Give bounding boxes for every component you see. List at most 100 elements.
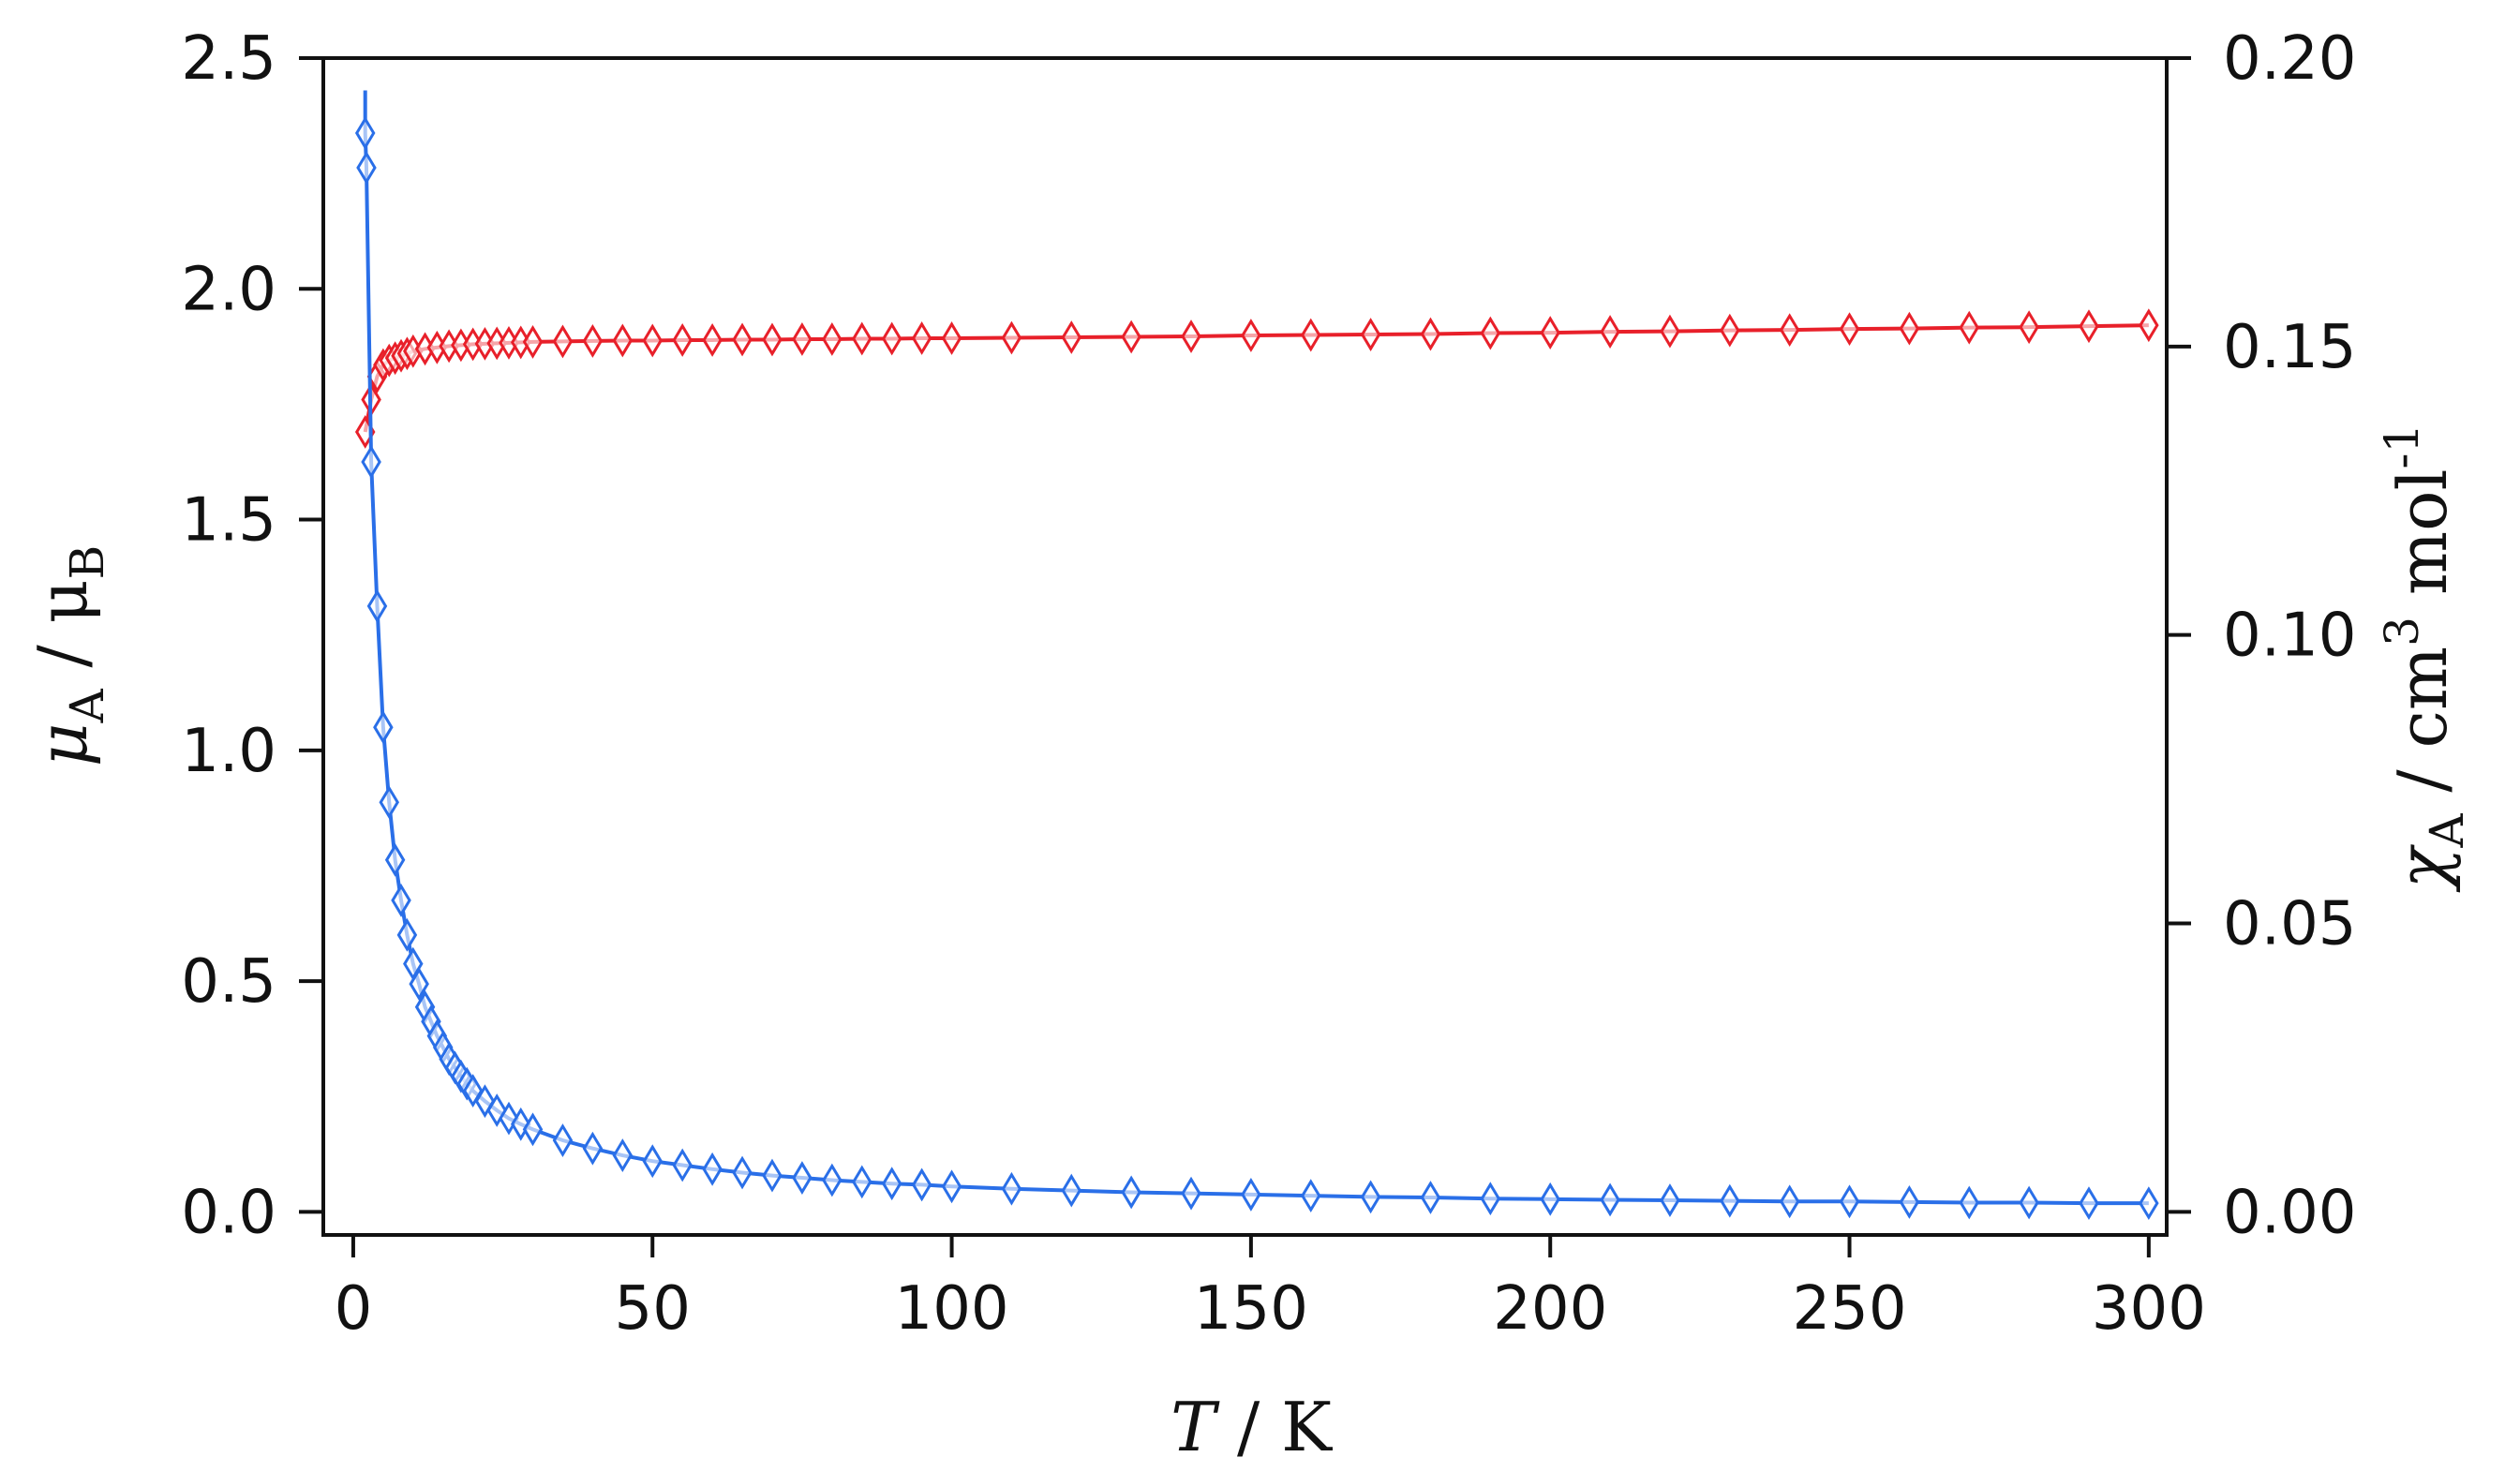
y-left-tick-label: 2.0 xyxy=(181,255,276,324)
series-1-point xyxy=(373,710,394,745)
series-1-point xyxy=(391,883,411,917)
series-layer xyxy=(354,90,2159,1221)
series-0-point xyxy=(1600,315,1620,349)
series-1-point xyxy=(762,1158,783,1193)
y-right-axis-title: χA / cm3 mol-1 xyxy=(2375,424,2474,893)
series-0-point xyxy=(1061,320,1082,354)
y-left-tick-label: 1.5 xyxy=(181,486,276,556)
series-1-point xyxy=(354,116,376,150)
series-1-point xyxy=(396,917,418,952)
y-right-tick-label: 0.10 xyxy=(2223,602,2357,671)
series-0-point xyxy=(552,324,574,359)
series-1-point xyxy=(2019,1185,2039,1220)
x-tick-label: 100 xyxy=(894,1274,1008,1344)
series-0-point xyxy=(1720,313,1740,348)
series-0-point xyxy=(702,323,723,357)
series-1-point xyxy=(1899,1184,1920,1219)
series-1-point xyxy=(1480,1182,1501,1216)
series-1-point xyxy=(2079,1186,2099,1221)
series-1-point xyxy=(1540,1182,1560,1216)
series-1-point xyxy=(522,1112,544,1147)
series-0-point xyxy=(792,322,813,356)
y-right-axis-ticks: 0.00 0.05 0.10 0.15 0.20 xyxy=(2167,24,2357,1247)
series-1-point xyxy=(582,1131,604,1166)
y-right-tick-label: 0.15 xyxy=(2223,313,2357,382)
series-1-point xyxy=(792,1161,813,1195)
x-axis-title: T / K xyxy=(1171,1388,1333,1466)
series-1-point xyxy=(642,1144,663,1179)
series-0-point xyxy=(1779,313,1800,348)
y-right-tick-label: 0.00 xyxy=(2223,1178,2357,1247)
series-1-point xyxy=(1420,1181,1441,1214)
series-0-point xyxy=(941,321,962,355)
y-left-axis-title: μA / μB xyxy=(23,545,114,766)
x-tick-label: 200 xyxy=(1493,1274,1607,1344)
series-1-point xyxy=(1121,1175,1141,1210)
series-1-line xyxy=(363,90,2149,1206)
series-0-point xyxy=(672,323,693,357)
series-0-point xyxy=(1301,318,1321,352)
y-left-tick-label: 2.5 xyxy=(181,24,276,94)
series-1-point xyxy=(911,1167,932,1202)
plot-border xyxy=(321,56,2169,1237)
series-0-point xyxy=(1360,318,1381,351)
x-axis-ticks: 0 50 100 150 200 250 300 xyxy=(335,1235,2206,1344)
series-1-point xyxy=(1720,1183,1740,1218)
series-0-point xyxy=(582,324,604,358)
series-0-point xyxy=(522,325,544,359)
series-1-point xyxy=(409,967,429,1002)
series-0-point xyxy=(642,323,663,358)
series-1-point xyxy=(1959,1185,1979,1220)
y-left-tick-label: 0.5 xyxy=(181,947,276,1017)
series-1-point xyxy=(1660,1183,1680,1217)
series-0-point xyxy=(1121,320,1141,354)
series-1-point xyxy=(384,842,406,877)
x-tick-label: 250 xyxy=(1792,1274,1906,1344)
y-left-axis-ticks: 0.0 0.5 1.0 1.5 2.0 2.5 xyxy=(181,24,323,1247)
series-1-point xyxy=(881,1167,902,1201)
series-1-point xyxy=(552,1123,574,1157)
series-1-point xyxy=(361,445,381,479)
x-tick-label: 300 xyxy=(2092,1274,2206,1344)
series-0-point xyxy=(732,322,753,357)
x-tick-label: 150 xyxy=(1194,1274,1308,1344)
series-0-point xyxy=(1480,316,1501,350)
y-right-tick-label: 0.20 xyxy=(2223,24,2357,94)
series-0-point xyxy=(1181,320,1201,353)
series-1-point xyxy=(2139,1186,2159,1221)
series-1-point xyxy=(366,588,388,623)
series-0-point xyxy=(1241,319,1261,352)
series-0-point xyxy=(1839,312,1860,347)
series-1-point xyxy=(672,1148,693,1182)
series-0-point xyxy=(1420,317,1441,351)
series-1-point xyxy=(511,1107,531,1141)
series-0-point xyxy=(762,322,783,357)
series-1-point xyxy=(941,1169,962,1204)
series-1-point xyxy=(702,1152,723,1186)
series-1-point xyxy=(1241,1177,1261,1212)
series-1-point xyxy=(612,1138,634,1172)
series-0-point xyxy=(1660,314,1680,349)
y-right-tick-label: 0.05 xyxy=(2223,890,2357,959)
series-1-point xyxy=(1181,1176,1201,1211)
series-0-point xyxy=(881,321,902,356)
series-1-point xyxy=(1301,1179,1321,1213)
series-0-point xyxy=(911,321,932,355)
series-1-point xyxy=(462,1074,484,1108)
series-0-point xyxy=(1540,316,1560,349)
y-left-tick-label: 1.0 xyxy=(181,717,276,786)
series-0-point xyxy=(2019,310,2039,345)
series-1-point xyxy=(822,1163,842,1197)
series-1-point xyxy=(1360,1180,1381,1214)
x-tick-label: 50 xyxy=(615,1274,691,1344)
series-1-point xyxy=(356,151,377,185)
series-1-point xyxy=(1779,1184,1800,1219)
series-0-point xyxy=(1899,311,1920,346)
series-0-point xyxy=(2139,308,2159,343)
series-1-point xyxy=(852,1165,872,1199)
series-1-point xyxy=(732,1155,753,1190)
series-1-point xyxy=(1001,1171,1022,1206)
series-0-point xyxy=(852,321,872,356)
series-1-point xyxy=(379,785,399,820)
